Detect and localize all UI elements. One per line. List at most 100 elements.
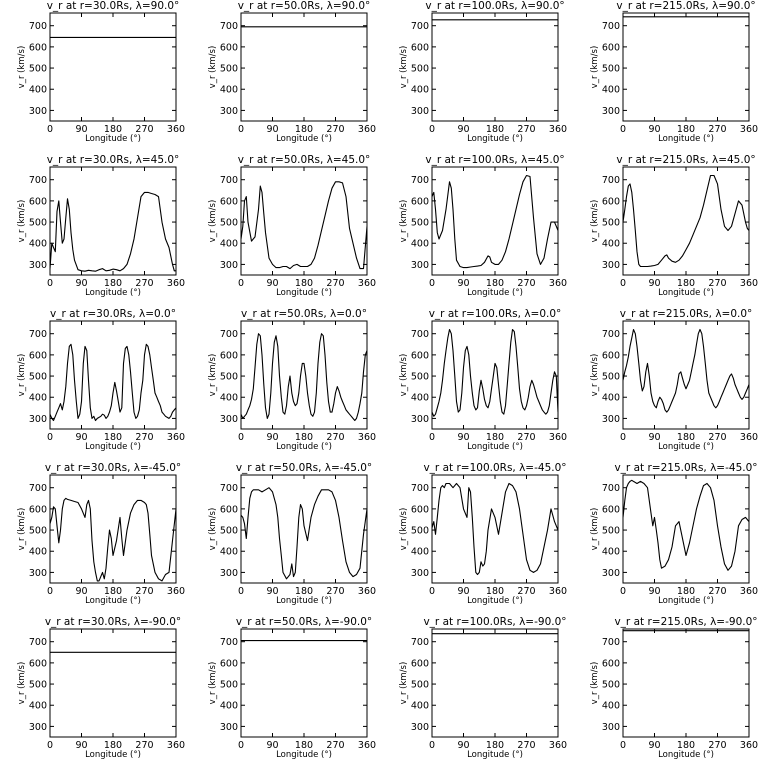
y-tick-label: 600	[29, 658, 47, 669]
x-tick-label: 270	[326, 586, 344, 597]
panel: v_r at r=100.0Rs, λ=90.0° 0 90 180 270 360 300…	[399, 0, 567, 144]
y-tick-label: 300	[29, 106, 47, 117]
y-tick-label: 300	[220, 260, 238, 271]
y-tick-label: 300	[411, 106, 429, 117]
y-tick-label: 300	[411, 722, 429, 733]
y-tick-label: 700	[29, 329, 47, 340]
panel-title: v_r at r=100.0Rs, λ=45.0°	[425, 154, 564, 166]
x-axis-label: Longitude (°)	[85, 596, 141, 606]
panel: v_r at r=30.0Rs, λ=-90.0° 0 90 180 270 360 300…	[17, 616, 185, 760]
x-tick-label: 360	[549, 432, 567, 443]
y-tick-label: 400	[411, 239, 429, 250]
y-tick-label: 700	[602, 483, 620, 494]
x-tick-label: 180	[295, 432, 313, 443]
y-tick-label: 600	[29, 196, 47, 207]
x-axis-label: Longitude (°)	[658, 750, 714, 760]
x-tick-label: 270	[135, 740, 153, 751]
y-tick-label: 600	[29, 350, 47, 361]
x-tick-label: 360	[740, 124, 758, 135]
y-tick-label: 700	[602, 329, 620, 340]
x-tick-label: 270	[517, 278, 535, 289]
y-tick-label: 600	[220, 350, 238, 361]
x-tick-label: 360	[740, 432, 758, 443]
x-tick-label: 90	[75, 124, 87, 135]
x-tick-label: 360	[358, 432, 376, 443]
panel: v_r at r=215.0Rs, λ=0.0° 0 90 180 270 360 300 4…	[590, 308, 758, 452]
x-tick-label: 270	[517, 432, 535, 443]
x-tick-label: 90	[266, 740, 278, 751]
x-tick-label: 360	[167, 124, 185, 135]
y-axis-label: v_r (km/s)	[17, 662, 27, 705]
y-axis-label: v_r (km/s)	[590, 200, 600, 243]
x-tick-label: 180	[486, 432, 504, 443]
x-tick-label: 270	[135, 586, 153, 597]
y-tick-label: 700	[220, 329, 238, 340]
plot-frame	[622, 12, 750, 122]
x-tick-label: 360	[358, 740, 376, 751]
panel: v_r at r=50.0Rs, λ=45.0° 0 90 180 270 360 300 4…	[208, 154, 376, 298]
x-tick-label: 180	[486, 586, 504, 597]
panel-title: v_r at r=100.0Rs, λ=-90.0°	[423, 616, 566, 628]
x-tick-label: 360	[740, 740, 758, 751]
plot-frame	[49, 12, 177, 122]
y-tick-label: 400	[29, 239, 47, 250]
series-line	[50, 497, 176, 582]
x-tick-label: 90	[266, 278, 278, 289]
x-tick-label: 90	[648, 278, 660, 289]
x-tick-label: 270	[708, 740, 726, 751]
y-axis-label: v_r (km/s)	[590, 354, 600, 397]
y-tick-label: 400	[220, 547, 238, 558]
x-tick-label: 270	[135, 278, 153, 289]
y-tick-label: 300	[411, 414, 429, 425]
x-tick-label: 180	[104, 432, 122, 443]
y-tick-label: 500	[29, 680, 47, 691]
y-tick-label: 300	[602, 106, 620, 117]
x-tick-label: 90	[648, 586, 660, 597]
y-tick-label: 400	[29, 393, 47, 404]
y-tick-label: 600	[602, 504, 620, 515]
y-tick-label: 500	[29, 218, 47, 229]
panel-title: v_r at r=30.0Rs, λ=-90.0°	[45, 616, 181, 628]
plot-frame	[622, 628, 750, 738]
x-axis-label: Longitude (°)	[85, 442, 141, 452]
y-tick-label: 400	[220, 701, 238, 712]
panel-title: v_r at r=50.0Rs, λ=45.0°	[238, 154, 371, 166]
series-line	[241, 487, 367, 580]
panel: v_r at r=215.0Rs, λ=90.0° 0 90 180 270 360 300…	[590, 0, 758, 144]
x-tick-label: 270	[708, 586, 726, 597]
y-tick-label: 300	[29, 260, 47, 271]
y-axis-label: v_r (km/s)	[17, 354, 27, 397]
y-axis-label: v_r (km/s)	[208, 46, 218, 89]
panel-title: v_r at r=50.0Rs, λ=90.0°	[238, 0, 371, 12]
y-axis-label: v_r (km/s)	[399, 46, 409, 89]
y-tick-label: 300	[602, 568, 620, 579]
y-tick-label: 400	[602, 701, 620, 712]
series-line	[432, 174, 558, 269]
y-axis-label: v_r (km/s)	[17, 46, 27, 89]
panel-title: v_r at r=50.0Rs, λ=0.0°	[241, 308, 367, 320]
x-axis-label: Longitude (°)	[467, 596, 523, 606]
y-axis-label: v_r (km/s)	[590, 46, 600, 89]
panel: v_r at r=100.0Rs, λ=0.0° 0 90 180 270 360 300 4…	[399, 308, 567, 452]
x-tick-label: 0	[620, 278, 626, 289]
x-tick-label: 360	[549, 278, 567, 289]
y-tick-label: 300	[29, 568, 47, 579]
y-tick-label: 400	[411, 701, 429, 712]
y-tick-label: 700	[411, 175, 429, 186]
x-tick-label: 360	[167, 432, 185, 443]
y-axis-label: v_r (km/s)	[208, 354, 218, 397]
x-tick-label: 0	[238, 740, 244, 751]
plot-frame	[49, 474, 177, 584]
x-tick-label: 90	[457, 740, 469, 751]
x-axis-label: Longitude (°)	[85, 134, 141, 144]
series-line	[241, 181, 367, 270]
y-tick-label: 700	[220, 21, 238, 32]
x-axis-label: Longitude (°)	[276, 134, 332, 144]
y-axis-label: v_r (km/s)	[208, 662, 218, 705]
x-tick-label: 180	[104, 278, 122, 289]
x-tick-label: 90	[75, 740, 87, 751]
x-axis-label: Longitude (°)	[467, 442, 523, 452]
y-tick-label: 300	[220, 722, 238, 733]
x-tick-label: 90	[457, 586, 469, 597]
panel-title: v_r at r=30.0Rs, λ=0.0°	[50, 308, 176, 320]
